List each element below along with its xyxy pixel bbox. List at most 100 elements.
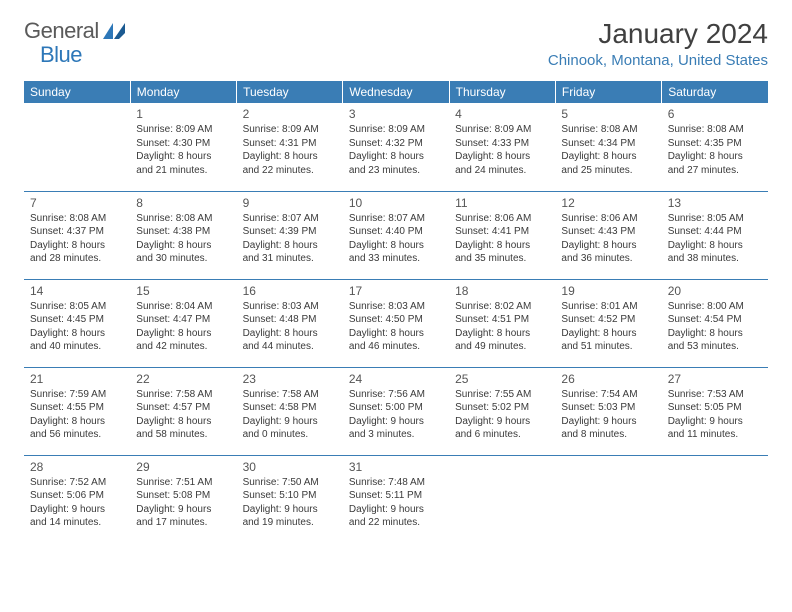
sunrise-line: Sunrise: 8:07 AM	[243, 212, 337, 226]
brand-logo: General Blue	[24, 18, 125, 44]
sunset-line: Sunset: 4:30 PM	[136, 137, 230, 151]
day-number: 9	[243, 195, 337, 211]
calendar-cell	[24, 103, 130, 191]
sunrise-line: Sunrise: 7:48 AM	[349, 476, 443, 490]
daylight-line: Daylight: 8 hours and 53 minutes.	[668, 327, 762, 354]
calendar-cell: 23Sunrise: 7:58 AMSunset: 4:58 PMDayligh…	[237, 367, 343, 455]
sunrise-line: Sunrise: 8:08 AM	[561, 123, 655, 137]
sunrise-line: Sunrise: 8:03 AM	[349, 300, 443, 314]
sunrise-line: Sunrise: 8:04 AM	[136, 300, 230, 314]
calendar-cell: 25Sunrise: 7:55 AMSunset: 5:02 PMDayligh…	[449, 367, 555, 455]
day-number: 20	[668, 283, 762, 299]
daylight-line: Daylight: 8 hours and 31 minutes.	[243, 239, 337, 266]
calendar-cell: 27Sunrise: 7:53 AMSunset: 5:05 PMDayligh…	[662, 367, 768, 455]
day-number: 5	[561, 106, 655, 122]
sunset-line: Sunset: 4:57 PM	[136, 401, 230, 415]
calendar-cell: 13Sunrise: 8:05 AMSunset: 4:44 PMDayligh…	[662, 191, 768, 279]
calendar-cell: 9Sunrise: 8:07 AMSunset: 4:39 PMDaylight…	[237, 191, 343, 279]
sunrise-line: Sunrise: 7:55 AM	[455, 388, 549, 402]
day-number: 6	[668, 106, 762, 122]
calendar-cell	[662, 455, 768, 543]
sunrise-line: Sunrise: 7:53 AM	[668, 388, 762, 402]
daylight-line: Daylight: 8 hours and 21 minutes.	[136, 150, 230, 177]
day-number: 22	[136, 371, 230, 387]
sunset-line: Sunset: 4:50 PM	[349, 313, 443, 327]
day-number: 29	[136, 459, 230, 475]
calendar-cell: 29Sunrise: 7:51 AMSunset: 5:08 PMDayligh…	[130, 455, 236, 543]
sunrise-line: Sunrise: 8:09 AM	[455, 123, 549, 137]
day-number: 7	[30, 195, 124, 211]
daylight-line: Daylight: 8 hours and 36 minutes.	[561, 239, 655, 266]
sunset-line: Sunset: 4:35 PM	[668, 137, 762, 151]
calendar-cell: 15Sunrise: 8:04 AMSunset: 4:47 PMDayligh…	[130, 279, 236, 367]
sunset-line: Sunset: 4:44 PM	[668, 225, 762, 239]
sunrise-line: Sunrise: 7:58 AM	[243, 388, 337, 402]
daylight-line: Daylight: 8 hours and 23 minutes.	[349, 150, 443, 177]
daylight-line: Daylight: 8 hours and 49 minutes.	[455, 327, 549, 354]
sunrise-line: Sunrise: 8:05 AM	[30, 300, 124, 314]
day-number: 23	[243, 371, 337, 387]
day-number: 27	[668, 371, 762, 387]
sunrise-line: Sunrise: 8:09 AM	[136, 123, 230, 137]
sunset-line: Sunset: 5:02 PM	[455, 401, 549, 415]
day-number: 31	[349, 459, 443, 475]
sunrise-line: Sunrise: 8:08 AM	[668, 123, 762, 137]
daylight-line: Daylight: 8 hours and 28 minutes.	[30, 239, 124, 266]
day-number: 3	[349, 106, 443, 122]
calendar-row: 7Sunrise: 8:08 AMSunset: 4:37 PMDaylight…	[24, 191, 768, 279]
sunrise-line: Sunrise: 7:59 AM	[30, 388, 124, 402]
calendar-cell: 16Sunrise: 8:03 AMSunset: 4:48 PMDayligh…	[237, 279, 343, 367]
sunset-line: Sunset: 5:11 PM	[349, 489, 443, 503]
sunset-line: Sunset: 4:48 PM	[243, 313, 337, 327]
brand-name-1: General	[24, 18, 99, 44]
calendar-cell: 26Sunrise: 7:54 AMSunset: 5:03 PMDayligh…	[555, 367, 661, 455]
calendar-cell: 4Sunrise: 8:09 AMSunset: 4:33 PMDaylight…	[449, 103, 555, 191]
calendar-cell	[555, 455, 661, 543]
daylight-line: Daylight: 8 hours and 46 minutes.	[349, 327, 443, 354]
daylight-line: Daylight: 9 hours and 17 minutes.	[136, 503, 230, 530]
weekday-header-monday: Monday	[130, 81, 236, 103]
day-number: 12	[561, 195, 655, 211]
daylight-line: Daylight: 8 hours and 33 minutes.	[349, 239, 443, 266]
calendar-body: 1Sunrise: 8:09 AMSunset: 4:30 PMDaylight…	[24, 103, 768, 543]
calendar-cell: 2Sunrise: 8:09 AMSunset: 4:31 PMDaylight…	[237, 103, 343, 191]
daylight-line: Daylight: 9 hours and 6 minutes.	[455, 415, 549, 442]
calendar-cell: 28Sunrise: 7:52 AMSunset: 5:06 PMDayligh…	[24, 455, 130, 543]
day-number: 24	[349, 371, 443, 387]
sunrise-line: Sunrise: 8:01 AM	[561, 300, 655, 314]
day-number: 16	[243, 283, 337, 299]
daylight-line: Daylight: 8 hours and 40 minutes.	[30, 327, 124, 354]
sunset-line: Sunset: 4:47 PM	[136, 313, 230, 327]
sunrise-line: Sunrise: 7:52 AM	[30, 476, 124, 490]
calendar-row: 21Sunrise: 7:59 AMSunset: 4:55 PMDayligh…	[24, 367, 768, 455]
daylight-line: Daylight: 8 hours and 25 minutes.	[561, 150, 655, 177]
day-number: 10	[349, 195, 443, 211]
sunset-line: Sunset: 5:10 PM	[243, 489, 337, 503]
brand-name-2: Blue	[40, 42, 82, 67]
day-number: 2	[243, 106, 337, 122]
calendar-cell: 20Sunrise: 8:00 AMSunset: 4:54 PMDayligh…	[662, 279, 768, 367]
sunset-line: Sunset: 4:41 PM	[455, 225, 549, 239]
daylight-line: Daylight: 8 hours and 35 minutes.	[455, 239, 549, 266]
calendar-cell: 22Sunrise: 7:58 AMSunset: 4:57 PMDayligh…	[130, 367, 236, 455]
calendar-cell: 11Sunrise: 8:06 AMSunset: 4:41 PMDayligh…	[449, 191, 555, 279]
day-number: 1	[136, 106, 230, 122]
daylight-line: Daylight: 8 hours and 44 minutes.	[243, 327, 337, 354]
calendar-row: 14Sunrise: 8:05 AMSunset: 4:45 PMDayligh…	[24, 279, 768, 367]
calendar-row: 28Sunrise: 7:52 AMSunset: 5:06 PMDayligh…	[24, 455, 768, 543]
calendar-row: 1Sunrise: 8:09 AMSunset: 4:30 PMDaylight…	[24, 103, 768, 191]
sunrise-line: Sunrise: 7:54 AM	[561, 388, 655, 402]
calendar-cell: 24Sunrise: 7:56 AMSunset: 5:00 PMDayligh…	[343, 367, 449, 455]
weekday-header-wednesday: Wednesday	[343, 81, 449, 103]
sunset-line: Sunset: 4:51 PM	[455, 313, 549, 327]
daylight-line: Daylight: 9 hours and 0 minutes.	[243, 415, 337, 442]
day-number: 4	[455, 106, 549, 122]
daylight-line: Daylight: 8 hours and 42 minutes.	[136, 327, 230, 354]
calendar-cell: 10Sunrise: 8:07 AMSunset: 4:40 PMDayligh…	[343, 191, 449, 279]
calendar-cell: 12Sunrise: 8:06 AMSunset: 4:43 PMDayligh…	[555, 191, 661, 279]
sunrise-line: Sunrise: 7:51 AM	[136, 476, 230, 490]
weekday-header-tuesday: Tuesday	[237, 81, 343, 103]
flag-icon	[103, 23, 125, 39]
day-number: 28	[30, 459, 124, 475]
day-number: 19	[561, 283, 655, 299]
